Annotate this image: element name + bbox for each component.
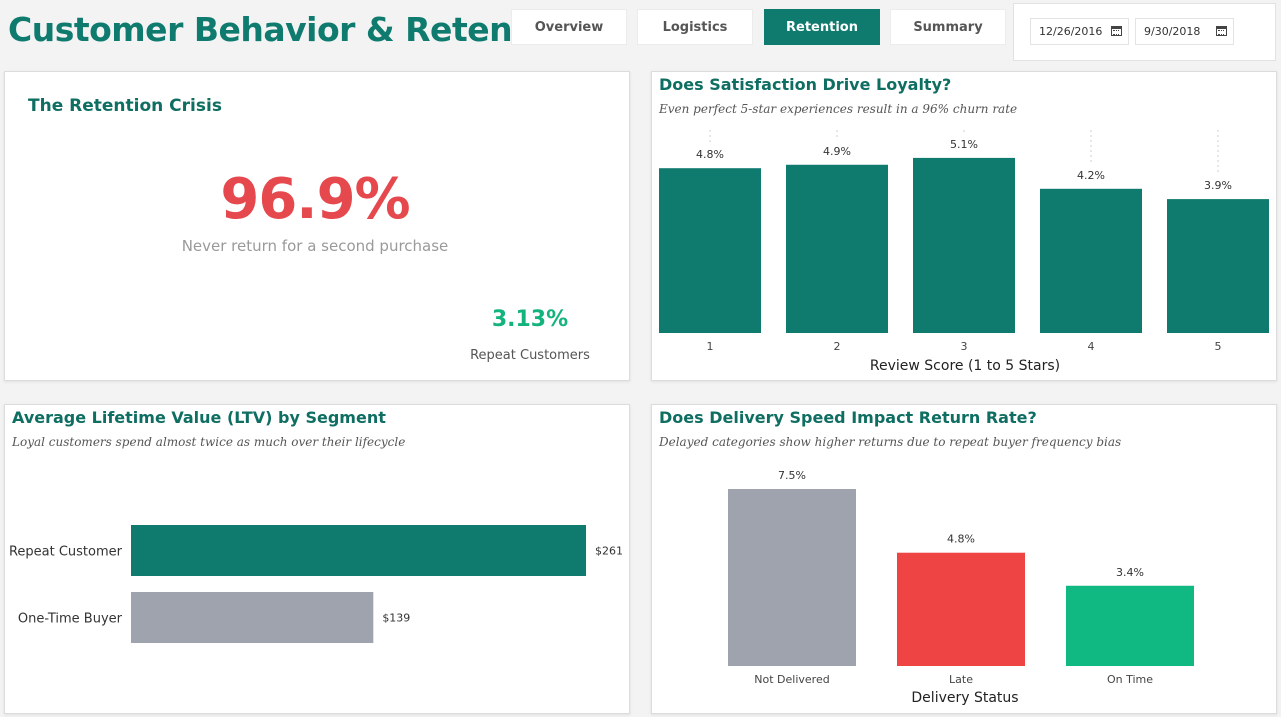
calendar-icon[interactable]	[1111, 26, 1122, 36]
delivery-chart-card: Does Delivery Speed Impact Return Rate? …	[651, 404, 1277, 714]
bar-repeat-customer	[131, 525, 586, 576]
ltv-chart-card: Average Lifetime Value (LTV) by Segment …	[4, 404, 630, 714]
tick-label-late: Late	[949, 673, 973, 686]
satisfaction-chart-title: Does Satisfaction Drive Loyalty?	[659, 75, 952, 94]
tick-label-score-4: 4	[1088, 340, 1095, 353]
tick-label-score-2: 2	[834, 340, 841, 353]
repeat-rate-value: 3.13%	[491, 307, 569, 332]
tick-label-not-delivered: Not Delivered	[754, 673, 829, 686]
data-label-score-3: 5.1%	[950, 138, 978, 151]
bar-score-1	[659, 168, 761, 333]
x-axis-label: Review Score (1 to 5 Stars)	[870, 358, 1060, 374]
data-label-not-delivered: 7.5%	[778, 469, 806, 482]
bar-on-time	[1066, 585, 1194, 666]
start-date-field[interactable]: 12/26/2016	[1030, 18, 1129, 45]
bar-score-4	[1040, 188, 1142, 333]
data-label-score-5: 3.9%	[1204, 179, 1232, 192]
data-label-score-1: 4.8%	[696, 148, 724, 161]
data-label-late: 4.8%	[947, 533, 975, 546]
bar-one-time-buyer	[131, 592, 374, 643]
category-label-repeat-customer: Repeat Customer	[9, 545, 123, 560]
repeat-rate-label: Repeat Customers	[470, 348, 590, 363]
satisfaction-chart-subtitle: Even perfect 5-star experiences result i…	[659, 102, 1018, 116]
tab-overview[interactable]: Overview	[511, 9, 627, 45]
retention-kpi-card: The Retention Crisis 96.9% Never return …	[4, 71, 630, 381]
delivery-chart-title: Does Delivery Speed Impact Return Rate?	[659, 408, 1037, 427]
tab-summary[interactable]: Summary	[890, 9, 1006, 45]
satisfaction-chart-card: Does Satisfaction Drive Loyalty? Even pe…	[651, 71, 1277, 381]
ltv-chart-subtitle: Loyal customers spend almost twice as mu…	[12, 435, 406, 449]
tick-label-score-5: 5	[1215, 340, 1222, 353]
tick-label-score-1: 1	[707, 340, 714, 353]
date-range-slicer: 12/26/2016 9/30/2018	[1013, 3, 1276, 61]
data-label-one-time-buyer: $139	[382, 612, 410, 625]
end-date-value: 9/30/2018	[1144, 25, 1201, 38]
bar-score-5	[1167, 199, 1269, 333]
kpi-title: The Retention Crisis	[28, 96, 222, 116]
data-label-repeat-customer: $261	[595, 545, 623, 558]
calendar-icon[interactable]	[1216, 26, 1227, 36]
ltv-chart-title: Average Lifetime Value (LTV) by Segment	[12, 408, 386, 427]
satisfaction-bar-chart: 4.8% 1 4.9% 2 5.1% 3 4.2% 4 3.9% 5 Review Score (1…	[659, 130, 1269, 374]
churn-rate-value: 96.9%	[220, 167, 410, 232]
category-label-one-time-buyer: One-Time Buyer	[18, 612, 123, 627]
bar-score-3	[913, 157, 1015, 333]
x-axis-label: Delivery Status	[911, 690, 1018, 706]
tab-logistics[interactable]: Logistics	[637, 9, 753, 45]
ltv-bar-chart: Repeat Customer $261 One-Time Buyer $139	[9, 525, 623, 643]
dashboard-title: Customer Behavior & Retention	[8, 10, 584, 49]
data-label-on-time: 3.4%	[1116, 566, 1144, 579]
start-date-value: 12/26/2016	[1039, 25, 1103, 38]
end-date-field[interactable]: 9/30/2018	[1135, 18, 1234, 45]
bar-not-delivered	[728, 489, 856, 666]
tick-label-score-3: 3	[961, 340, 968, 353]
data-label-score-2: 4.9%	[823, 145, 851, 158]
tab-retention[interactable]: Retention	[764, 9, 880, 45]
bar-late	[897, 552, 1025, 666]
churn-rate-description: Never return for a second purchase	[181, 237, 449, 255]
delivery-chart-subtitle: Delayed categories show higher returns d…	[659, 435, 1122, 449]
data-label-score-4: 4.2%	[1077, 169, 1105, 182]
tick-label-on-time: On Time	[1107, 673, 1153, 686]
bar-score-2	[786, 164, 888, 333]
delivery-bar-chart: 7.5% Not Delivered 4.8% Late 3.4% On Time Deli…	[728, 469, 1194, 706]
